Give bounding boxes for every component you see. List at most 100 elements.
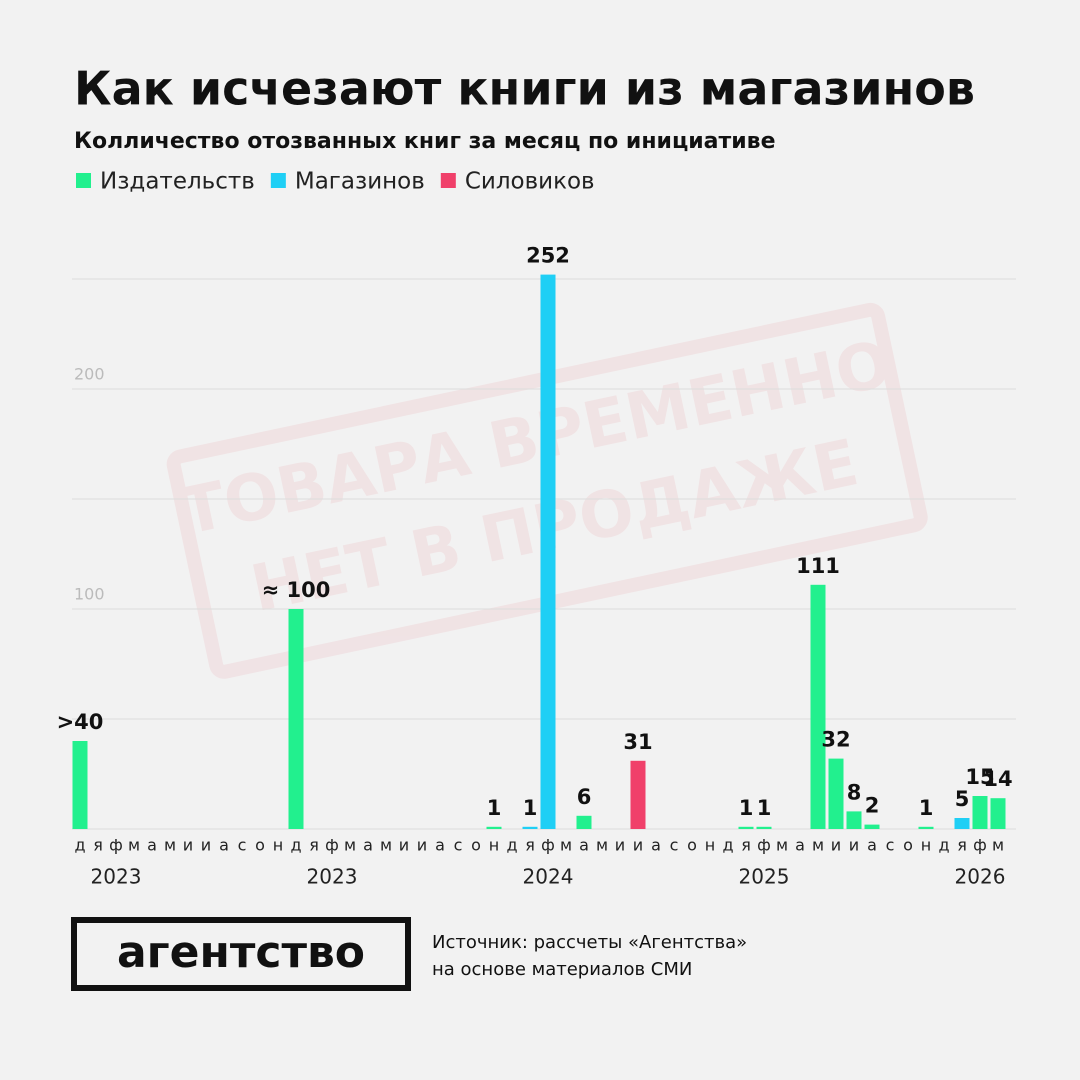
x-tick-label: с bbox=[670, 836, 679, 855]
x-tick-label: м bbox=[776, 836, 788, 855]
x-tick-label: ф bbox=[109, 836, 123, 855]
x-tick-label: и bbox=[849, 836, 859, 855]
value-label: 1 bbox=[757, 796, 772, 820]
x-tick-label: а bbox=[363, 836, 373, 855]
bar bbox=[486, 826, 502, 829]
value-label: 5 bbox=[955, 787, 970, 811]
value-label: 8 bbox=[847, 780, 862, 804]
year-label: 2024 bbox=[523, 865, 574, 889]
x-tick-label: я bbox=[525, 836, 535, 855]
x-tick-label: а bbox=[147, 836, 157, 855]
stamp-frame bbox=[166, 302, 928, 679]
x-tick-label: и bbox=[399, 836, 409, 855]
year-label: 2026 bbox=[955, 865, 1006, 889]
x-tick-label: д bbox=[722, 836, 733, 855]
bar bbox=[288, 609, 304, 829]
x-tick-label: м bbox=[560, 836, 572, 855]
x-tick-label: м bbox=[344, 836, 356, 855]
x-tick-label: м bbox=[596, 836, 608, 855]
value-label: 14 bbox=[983, 767, 1012, 791]
value-label: 1 bbox=[919, 796, 934, 820]
x-tick-label: с bbox=[886, 836, 895, 855]
x-tick-label: а bbox=[867, 836, 877, 855]
bar bbox=[522, 826, 538, 829]
logo: агентство bbox=[117, 927, 365, 978]
y-tick-label: 100 bbox=[74, 585, 105, 604]
value-label: 6 bbox=[577, 785, 592, 809]
x-tick-label: о bbox=[903, 836, 913, 855]
value-label: 32 bbox=[821, 728, 850, 752]
chart-title: Как исчезают книги из магазинов bbox=[74, 62, 975, 116]
bar bbox=[756, 826, 772, 829]
value-label: 1 bbox=[487, 796, 502, 820]
x-tick-label: н bbox=[705, 836, 715, 855]
x-tick-label: м bbox=[128, 836, 140, 855]
value-label: 111 bbox=[796, 554, 840, 578]
source: Источник: рассчеты «Агентства» bbox=[432, 932, 747, 953]
x-tick-label: ф bbox=[325, 836, 339, 855]
x-tick-label: д bbox=[938, 836, 949, 855]
x-tick-label: а bbox=[579, 836, 589, 855]
x-tick-label: и bbox=[417, 836, 427, 855]
y-tick-label: 200 bbox=[74, 365, 105, 384]
x-tick-label: м bbox=[992, 836, 1004, 855]
value-label: 1 bbox=[739, 796, 754, 820]
x-tick-label: я bbox=[309, 836, 319, 855]
x-tick-label: я bbox=[957, 836, 967, 855]
value-label: >40 bbox=[57, 710, 104, 734]
bar bbox=[972, 796, 988, 829]
legend-label: Силовиков bbox=[465, 169, 595, 195]
bar bbox=[828, 758, 844, 829]
x-tick-label: н bbox=[273, 836, 283, 855]
bar bbox=[810, 584, 826, 829]
x-tick-label: а bbox=[219, 836, 229, 855]
x-tick-label: с bbox=[238, 836, 247, 855]
x-tick-label: ф bbox=[541, 836, 555, 855]
bar bbox=[954, 818, 970, 829]
x-tick-label: д bbox=[290, 836, 301, 855]
x-tick-label: а bbox=[435, 836, 445, 855]
x-tick-label: м bbox=[812, 836, 824, 855]
bar bbox=[630, 760, 646, 829]
bar bbox=[738, 826, 754, 829]
year-label: 2025 bbox=[739, 865, 790, 889]
value-label: 15 bbox=[965, 765, 994, 789]
chart-subtitle: Колличество отозванных книг за месяц по … bbox=[74, 129, 776, 154]
x-tick-label: с bbox=[454, 836, 463, 855]
bar bbox=[576, 815, 592, 829]
x-tick-label: м bbox=[164, 836, 176, 855]
bar bbox=[540, 274, 556, 830]
x-tick-label: и bbox=[633, 836, 643, 855]
x-tick-label: о bbox=[471, 836, 481, 855]
x-tick-label: ф bbox=[973, 836, 987, 855]
x-tick-label: я bbox=[741, 836, 751, 855]
x-tick-label: а bbox=[795, 836, 805, 855]
x-tick-label: д bbox=[506, 836, 517, 855]
source: на основе материалов СМИ bbox=[432, 959, 692, 980]
x-tick-label: н bbox=[489, 836, 499, 855]
year-label: 2023 bbox=[307, 865, 358, 889]
value-label: 31 bbox=[623, 730, 652, 754]
bar bbox=[846, 811, 862, 829]
x-tick-label: и bbox=[831, 836, 841, 855]
x-tick-label: и bbox=[183, 836, 193, 855]
legend-label: Магазинов bbox=[295, 169, 425, 195]
x-tick-label: н bbox=[921, 836, 931, 855]
legend-label: Издательств bbox=[100, 169, 255, 195]
value-label: 1 bbox=[523, 796, 538, 820]
logo-frame bbox=[71, 917, 411, 991]
x-tick-label: и bbox=[201, 836, 211, 855]
bar bbox=[918, 826, 934, 829]
value-label: 252 bbox=[526, 244, 570, 268]
bar bbox=[990, 798, 1006, 829]
x-tick-label: ф bbox=[757, 836, 771, 855]
bar bbox=[864, 824, 880, 829]
legend-swatch bbox=[270, 173, 286, 188]
x-tick-label: а bbox=[651, 836, 661, 855]
value-label: 2 bbox=[865, 794, 880, 818]
bar bbox=[72, 741, 88, 829]
legend-swatch bbox=[76, 173, 91, 188]
x-tick-label: я bbox=[93, 836, 103, 855]
legend-swatch bbox=[440, 173, 456, 188]
